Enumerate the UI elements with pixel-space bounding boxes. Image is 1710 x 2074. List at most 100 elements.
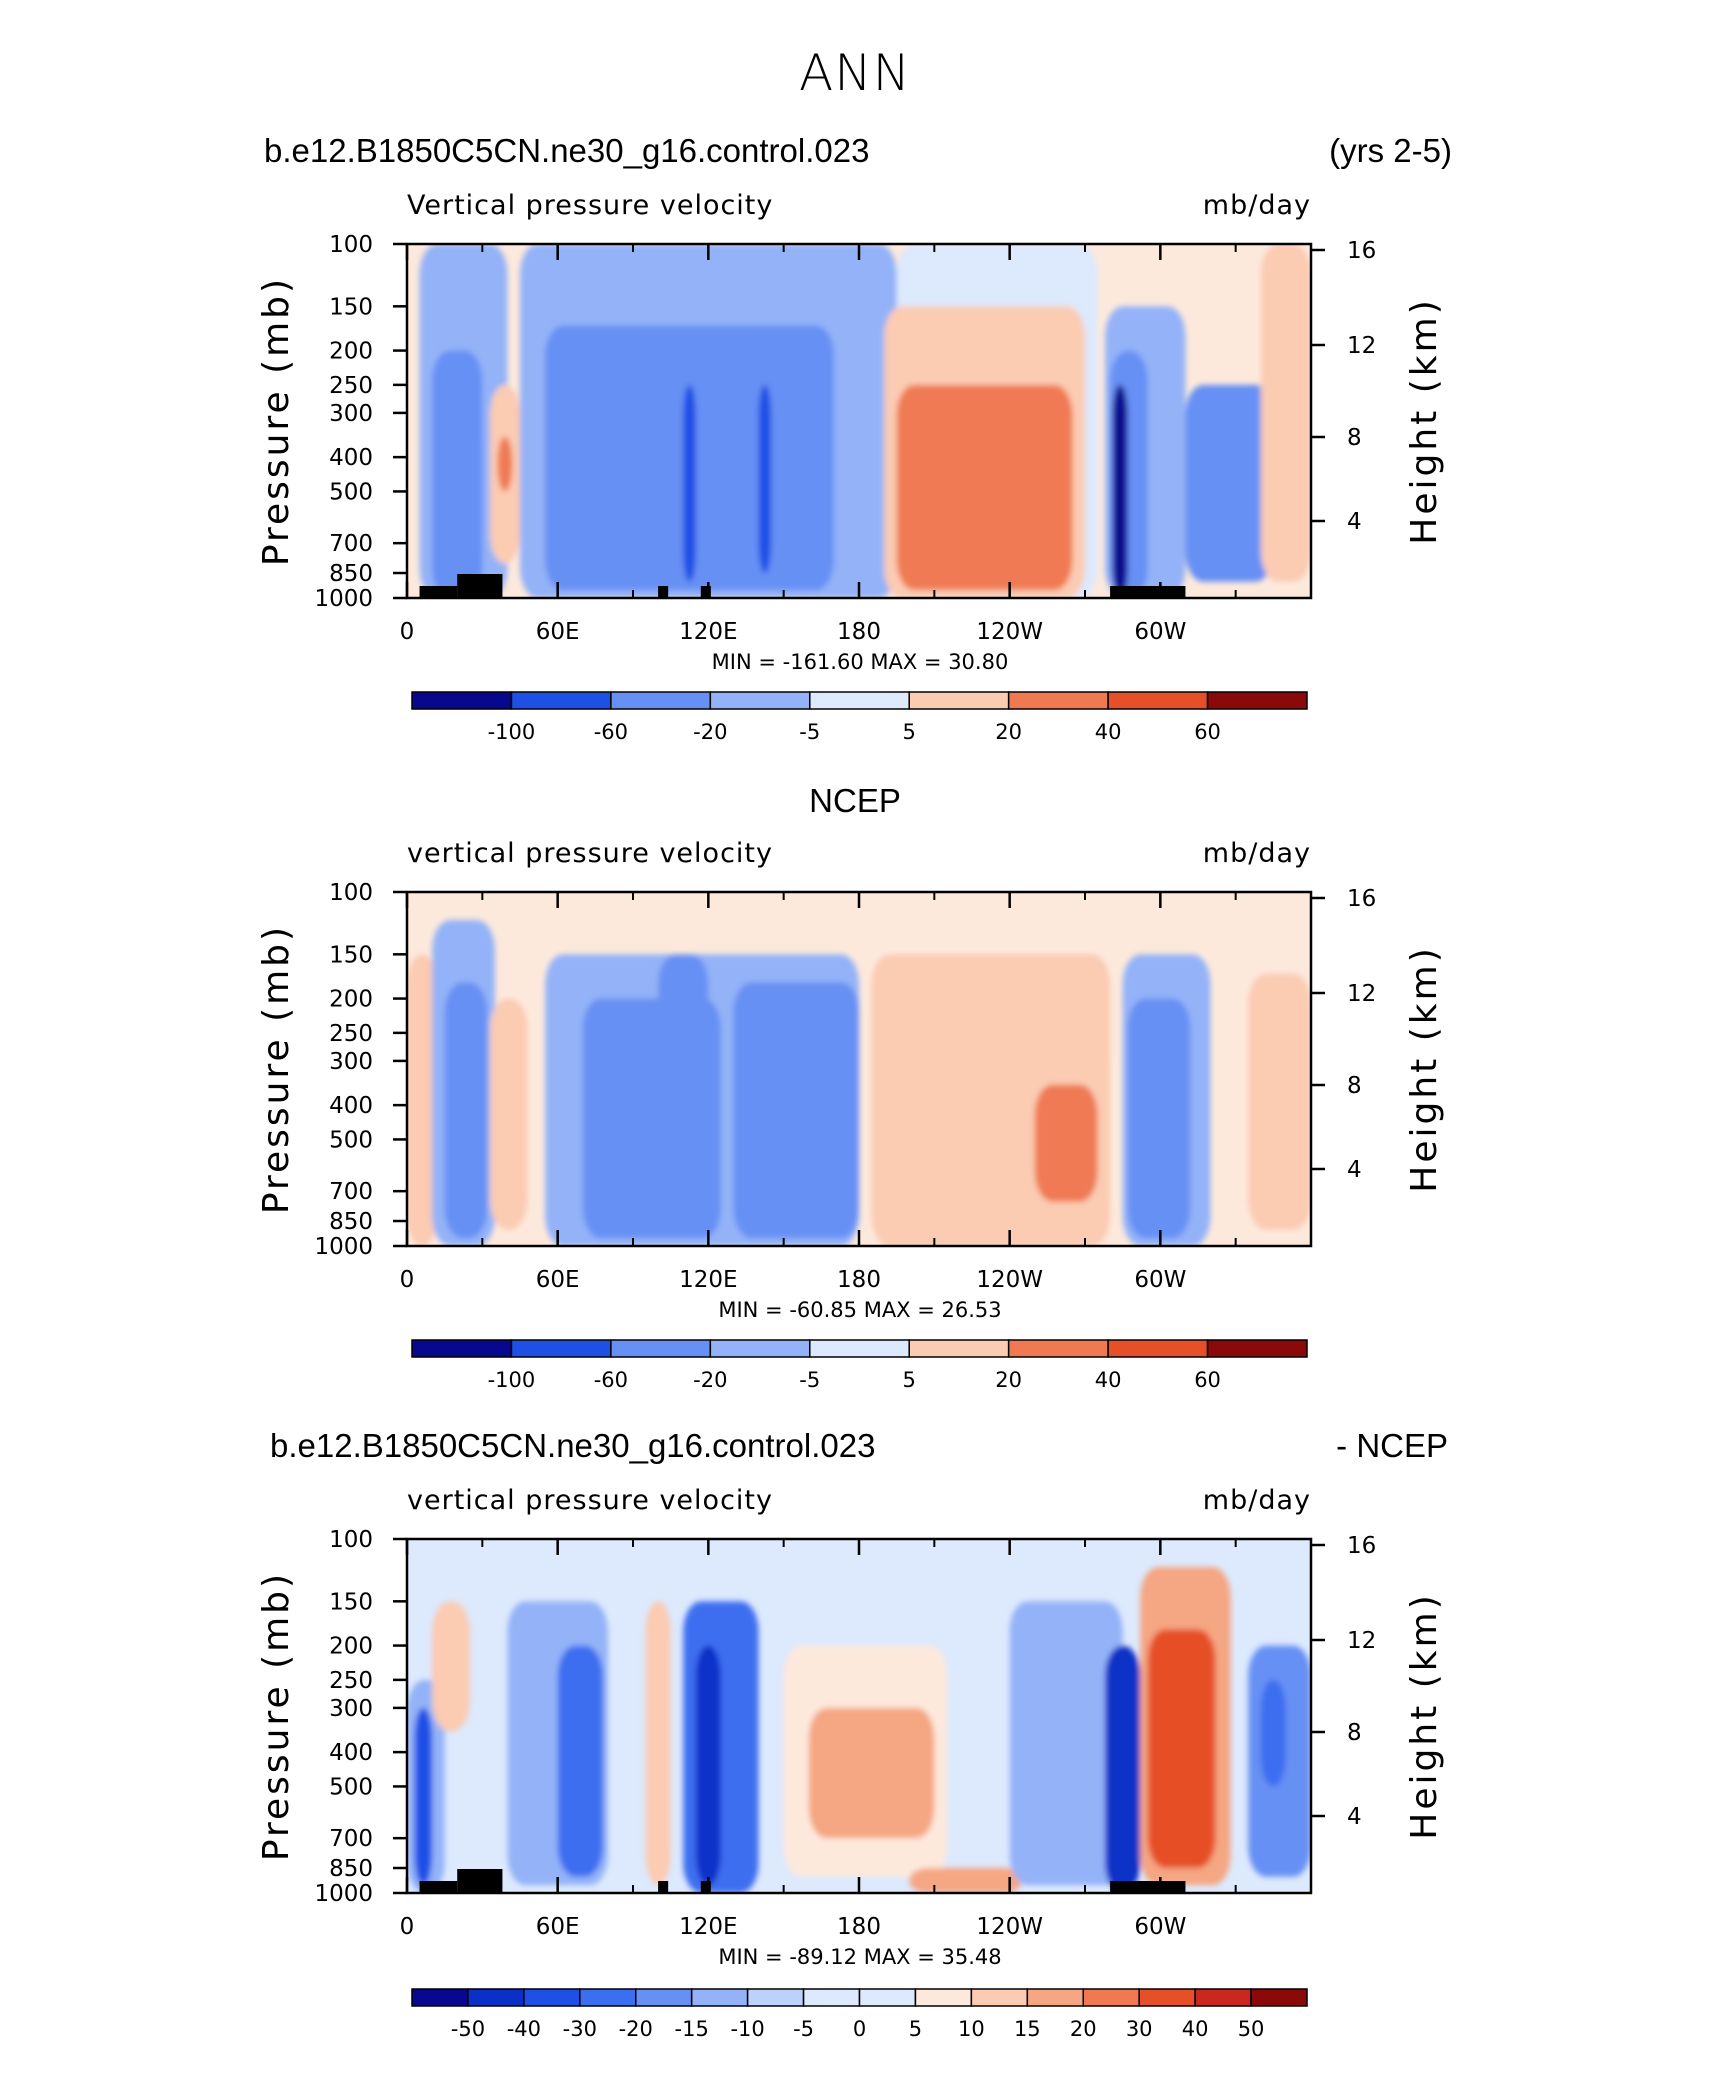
colorbar-label: -60 [594,1368,628,1392]
y-tick-label: 100 [329,880,373,906]
colorbar-box [1107,691,1209,710]
y-tick-label: 1000 [314,586,373,612]
colorbar-box [908,691,1010,710]
y-tick-label: 250 [329,1668,373,1694]
colorbar-box [467,1988,525,2007]
contour-region [497,436,513,492]
x-tick-label: 0 [400,619,415,645]
colorbar-box [1082,1988,1140,2007]
y-tick-label: 100 [329,232,373,258]
y-tick-label: 700 [329,1179,373,1205]
colorbar: -100 -60 -20 -5 5 20 40 60 [411,691,1308,744]
y-tick-label: 250 [329,373,373,399]
colorbar-label: 5 [903,1368,916,1392]
contour-region [444,412,483,582]
y-tick-label: 200 [329,1634,373,1660]
variable-label: Vertical pressure velocity [407,190,773,221]
x-tick-label: 120E [679,619,737,645]
colorbar-label: 20 [995,720,1022,744]
colorbar-box [1007,691,1109,710]
colorbar-box [579,1988,637,2007]
x-tick-label: 60W [1134,619,1186,645]
colorbar-label: -60 [594,720,628,744]
panel3-left-title: b.e12.B1850C5CN.ne30_g16.control.023 [270,1427,876,1464]
y-tick-label: 300 [329,401,373,427]
y-tick-label: 500 [329,479,373,505]
y-tick-label: 850 [329,1209,373,1235]
min-max-label: MIN = -89.12 MAX = 35.48 [718,1945,1001,1969]
topography-mask [1110,1881,1186,1893]
contour-region [1034,1084,1098,1202]
y2-axis-title: Height (km) [1404,1592,1445,1839]
colorbar-label: 30 [1126,2017,1153,2041]
y-tick-label: 400 [329,1740,373,1766]
y-axis-title: Pressure (mb) [256,1571,297,1861]
colorbar-box [1107,1339,1209,1358]
contour-region [407,954,438,1246]
colorbar-label: -5 [799,1368,820,1392]
y2-tick-label: 12 [1347,333,1376,359]
contour-region [1260,1679,1286,1787]
colorbar-box [709,1339,811,1358]
colorbar-box [411,1339,513,1358]
x-tick-label: 120E [679,1267,737,1293]
colorbar-box [746,1988,805,2007]
x-tick-label: 180 [837,1914,881,1940]
x-tick-label: 60E [536,619,580,645]
contour-region [414,1707,433,1886]
colorbar-label: -10 [730,2017,764,2041]
colorbar-box [709,691,811,710]
y-tick-label: 200 [329,987,373,1013]
colorbar-box [908,1339,1010,1358]
y2-tick-label: 12 [1347,1628,1376,1654]
topography-mask [1110,586,1186,598]
colorbar-label: 0 [853,2017,866,2041]
contour-region [658,954,709,1230]
panel2-center-title: NCEP [809,782,901,819]
contour-region [1009,1601,1123,1886]
colorbar-box [914,1988,973,2007]
x-tick-label: 120W [976,1267,1043,1293]
colorbar: -50 -40 -30 -20 -15 -10 -5 0 5 10 15 20 30 40 50 [411,1988,1308,2041]
colorbar-box [635,1988,693,2007]
colorbar-box [1138,1988,1196,2007]
y-tick-label: 700 [329,1826,373,1852]
colorbar-box [1007,1339,1109,1358]
contour-region [758,1032,834,1212]
y2-tick-label: 4 [1347,509,1362,535]
y-tick-label: 150 [329,1589,373,1615]
colorbar-box [510,1339,612,1358]
colorbar-label: -5 [799,720,820,744]
colorbar-box [1194,1988,1252,2007]
y-tick-label: 250 [329,1021,373,1047]
colorbar-label: -20 [693,1368,727,1392]
topography-mask [658,586,669,598]
y2-axis-title: Height (km) [1404,945,1445,1192]
y-tick-label: 300 [329,1696,373,1722]
x-tick-label: 0 [400,1914,415,1940]
contour-region [896,384,1073,591]
x-tick-label: 60W [1134,1267,1186,1293]
topography-mask [419,586,458,598]
y2-axis-title: Height (km) [1404,297,1445,544]
topography-mask [457,574,503,598]
x-tick-label: 180 [837,619,881,645]
y-tick-label: 150 [329,294,373,320]
colorbar-label: -5 [793,2017,814,2041]
colorbar-box [1206,691,1308,710]
contour-region [758,384,772,574]
contour-region [909,1868,1023,1893]
contour-region [1185,384,1274,582]
main-title: ANN [798,44,911,102]
colorbar-label: -100 [488,720,536,744]
y2-tick-label: 8 [1347,1720,1362,1746]
units-label: mb/day [1203,838,1311,869]
colorbar-label: 5 [909,2017,922,2041]
colorbar-label: 15 [1014,2017,1041,2041]
units-label: mb/day [1203,190,1311,221]
y2-tick-label: 16 [1347,238,1376,264]
panel-1-group: vertical pressure velocity mb/day 0 60E 120E… [256,838,1445,1392]
x-tick-label: 0 [400,1267,415,1293]
contour-region [1248,973,1311,1230]
